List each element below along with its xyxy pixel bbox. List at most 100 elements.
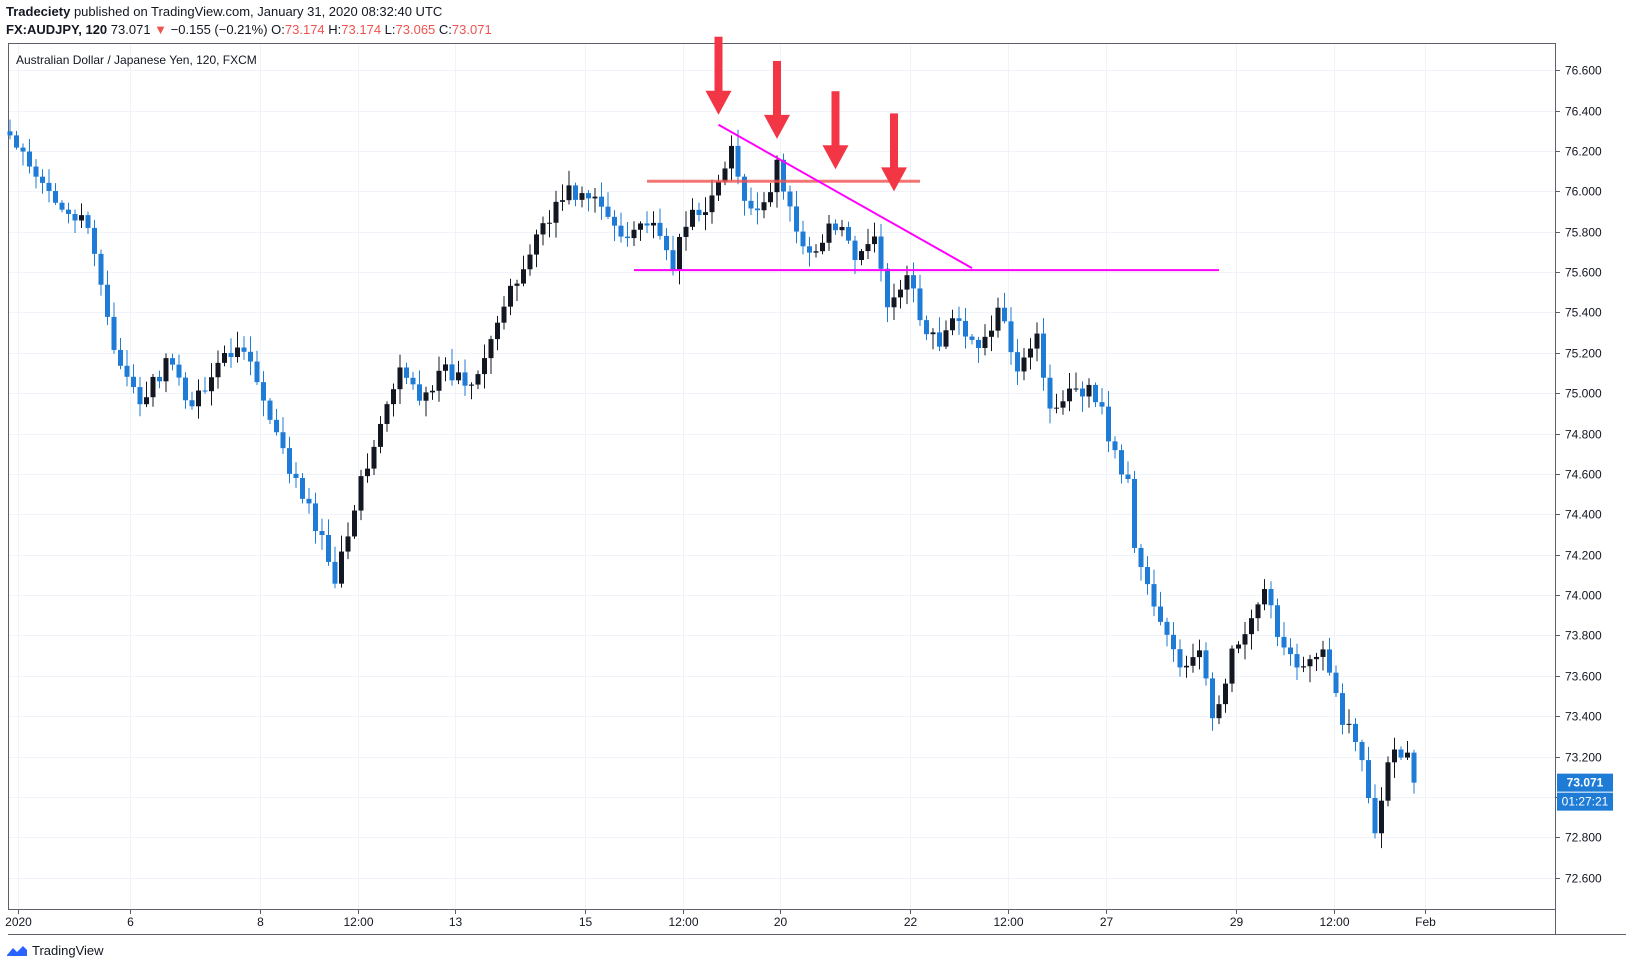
candle-body: [92, 227, 97, 254]
time-tick-label: Feb: [1415, 915, 1436, 929]
candle-body: [859, 251, 864, 261]
candle-body: [865, 244, 871, 252]
candle-body: [1223, 683, 1228, 705]
price-tick-label: 72.600: [1565, 872, 1602, 886]
candle-body: [1229, 648, 1235, 684]
time-tick-label: 12:00: [343, 915, 373, 929]
price-tick-label: 73.200: [1565, 751, 1602, 765]
publisher-name[interactable]: Tradeciety: [6, 4, 71, 19]
candle-body: [306, 498, 312, 504]
candle-body: [904, 275, 910, 290]
candle-body: [703, 212, 708, 216]
candle-body: [612, 216, 617, 226]
candle-body: [521, 269, 526, 284]
symbol-info: FX:AUDJPY, 120 73.071 ▼ −0.155 (−0.21%) …: [6, 22, 492, 37]
candle-body: [469, 384, 474, 386]
descending-trendline: [718, 123, 973, 269]
candle-body: [235, 347, 240, 358]
candle-body: [1086, 384, 1092, 397]
time-axis[interactable]: 2020 6 8 12:00 13 15 12:00 20 22 12:00 27 29 12:00 Fe…: [5, 909, 1436, 929]
candle-body: [1080, 388, 1085, 397]
candle-body: [508, 285, 513, 307]
candle-body: [482, 358, 487, 375]
published-text: published on TradingView.com, January 31…: [70, 4, 443, 19]
candle-body: [384, 404, 390, 424]
candle-body: [976, 339, 981, 348]
last-price: 73.071: [110, 22, 151, 37]
candle-body: [449, 364, 455, 381]
candle-body: [885, 268, 890, 308]
candle-body: [820, 242, 825, 252]
candle-body: [716, 181, 721, 196]
candle-body: [846, 226, 851, 241]
candle-body: [1268, 589, 1274, 606]
candle-body: [1119, 450, 1124, 475]
candle-body: [46, 182, 52, 191]
candle-body: [1015, 352, 1020, 372]
tradingview-logo-icon: [7, 945, 27, 956]
candle-body: [59, 202, 65, 210]
candle-body: [631, 229, 637, 239]
candle-body: [170, 358, 175, 365]
candle-body: [1034, 333, 1040, 349]
candle-body: [677, 236, 682, 270]
candle-body: [1320, 649, 1326, 657]
candle-body: [872, 236, 877, 245]
candle-body: [267, 400, 273, 420]
candle-body: [722, 168, 728, 182]
candle-body: [319, 530, 325, 535]
candle-body: [404, 367, 409, 378]
candle-body: [898, 289, 903, 298]
price-axis[interactable]: 76.600 76.400 76.200 76.000 75.800 75.600 75.4…: [1555, 64, 1602, 886]
candle-body: [982, 336, 988, 348]
candle-body: [202, 390, 208, 392]
candle-body: [280, 432, 286, 449]
candle-body: [7, 131, 13, 136]
candle-body: [735, 145, 741, 177]
candle-body: [157, 376, 162, 382]
price-tick-label: 74.800: [1565, 428, 1602, 442]
candle-body: [163, 358, 169, 382]
candle-body: [176, 364, 182, 378]
candle-body: [813, 251, 819, 253]
price-tick-label: 74.400: [1565, 508, 1602, 522]
candle-body: [1002, 307, 1007, 322]
candle-body: [709, 195, 715, 213]
candle-body: [553, 201, 559, 223]
candle-body: [1073, 388, 1079, 390]
candle-body: [1392, 749, 1397, 763]
candle-body: [833, 223, 838, 231]
candle-body: [183, 377, 188, 401]
time-tick-label: 13: [449, 915, 463, 929]
candle-body: [189, 400, 195, 407]
tradingview-footer[interactable]: TradingView: [6, 943, 104, 958]
candle-body: [1190, 657, 1196, 666]
change-arrow-icon: ▼: [154, 22, 168, 37]
tradingview-brand: TradingView: [32, 943, 104, 958]
candle-body: [287, 448, 292, 474]
candle-body: [98, 253, 104, 285]
candle-body: [1158, 606, 1163, 622]
candle-body: [670, 250, 676, 270]
last-price-badge: 73.071 01:27:21: [1557, 773, 1613, 811]
candle-body: [332, 561, 338, 584]
high-value: 73.174: [341, 22, 382, 37]
candle-body: [436, 370, 442, 391]
candle-body: [488, 339, 494, 359]
time-tick-label: 8: [257, 915, 264, 929]
candle-body: [1294, 654, 1300, 668]
candle-body: [1210, 678, 1215, 719]
candle-body: [1054, 407, 1059, 409]
candle-body: [560, 200, 565, 202]
candle-body: [1288, 647, 1293, 655]
candle-body: [755, 208, 760, 211]
candle-body: [1047, 377, 1053, 409]
candle-body: [683, 226, 689, 237]
candle-body: [826, 223, 832, 243]
candle-body: [1275, 605, 1280, 637]
candle-body: [1255, 604, 1261, 619]
candle-body: [1281, 636, 1287, 648]
drawings-group: [634, 36, 1219, 272]
price-tick-label: 74.000: [1565, 589, 1602, 603]
